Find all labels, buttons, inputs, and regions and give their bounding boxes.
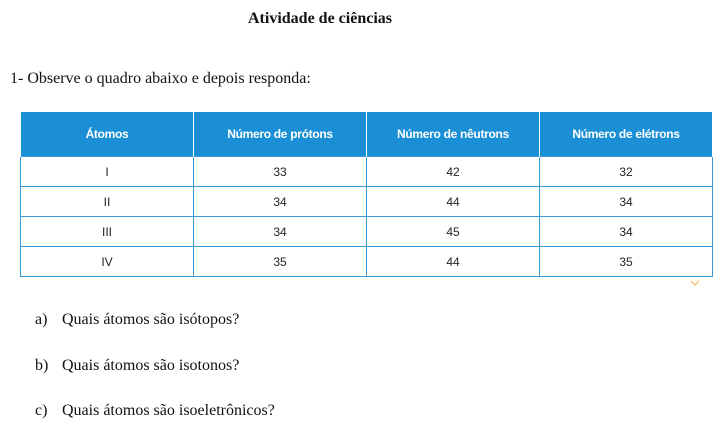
item-label: a): [35, 311, 48, 328]
item-label: c): [35, 402, 48, 419]
question-item-b: b) Quais átomos são isotonos?: [35, 357, 239, 375]
cell-electrons: 34: [539, 186, 713, 217]
question-text: 1- Observe o quadro abaixo e depois resp…: [10, 70, 311, 87]
cell-neutrons: 42: [366, 156, 540, 187]
atoms-table: Átomos Número de prótons Número de nêutr…: [20, 111, 713, 277]
cell-electrons: 32: [539, 156, 713, 187]
cell-protons: 34: [193, 186, 367, 217]
cell-neutrons: 45: [366, 216, 540, 247]
item-text: Quais átomos são isotonos?: [62, 357, 240, 374]
item-text: Quais átomos são isoeletrônicos?: [62, 402, 275, 419]
table-row: IV 35 44 35: [20, 246, 713, 277]
table-row: I 33 42 32: [20, 156, 713, 187]
header-electrons: Número de elétrons: [539, 111, 713, 157]
cell-atom: II: [20, 186, 194, 217]
cell-atom: I: [20, 156, 194, 187]
table-row: II 34 44 34: [20, 186, 713, 217]
header-atoms: Átomos: [20, 111, 194, 157]
table-header-row: Átomos Número de prótons Número de nêutr…: [20, 111, 713, 157]
cell-electrons: 34: [539, 216, 713, 247]
header-protons: Número de prótons: [193, 111, 367, 157]
cell-electrons: 35: [539, 246, 713, 277]
cell-protons: 35: [193, 246, 367, 277]
header-neutrons: Número de nêutrons: [366, 111, 540, 157]
cell-atom: III: [20, 216, 194, 247]
item-label: b): [35, 357, 49, 374]
table-row: III 34 45 34: [20, 216, 713, 247]
corner-mark-icon: [690, 280, 700, 286]
cell-neutrons: 44: [366, 186, 540, 217]
cell-atom: IV: [20, 246, 194, 277]
question-item-c: c) Quais átomos são isoeletrônicos?: [35, 402, 275, 420]
page-title: Atividade de ciências: [248, 10, 392, 27]
cell-protons: 34: [193, 216, 367, 247]
item-text: Quais átomos são isótopos?: [62, 311, 240, 328]
cell-protons: 33: [193, 156, 367, 187]
cell-neutrons: 44: [366, 246, 540, 277]
question-item-a: a) Quais átomos são isótopos?: [35, 311, 239, 329]
